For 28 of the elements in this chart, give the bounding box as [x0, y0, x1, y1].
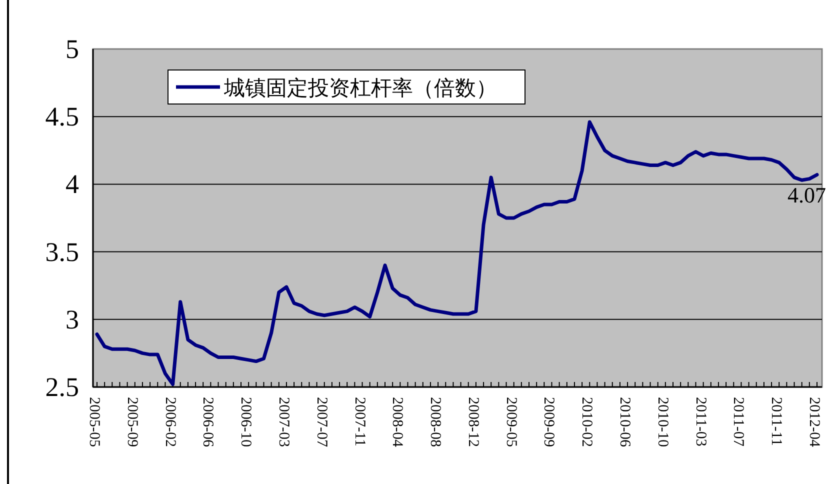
x-tick-label: 2005-05	[86, 397, 102, 447]
x-tick-label: 2010-06	[616, 397, 633, 448]
x-tick-label: 2006-06	[200, 397, 216, 448]
x-tick-label: 2009-05	[502, 397, 519, 447]
x-tick-label: 2006-02	[162, 397, 178, 447]
x-tick-label: 2008-08	[427, 397, 444, 447]
x-tick-label: 2010-10	[654, 397, 670, 447]
y-tick-label: 3	[66, 304, 79, 334]
x-tick-label: 2005-09	[124, 397, 140, 447]
x-tick-label: 2011-07	[730, 397, 746, 447]
x-tick-label: 2012-04	[806, 397, 822, 448]
x-tick-label: 2008-12	[464, 397, 481, 447]
y-tick-label: 2.5	[45, 372, 79, 402]
x-tick-label: 2009-09	[540, 397, 557, 447]
x-tick-label: 2007-03	[275, 397, 292, 447]
annotation: 4.07	[788, 182, 826, 208]
x-tick-label: 2007-07	[313, 397, 330, 448]
y-tick-label: 5	[66, 34, 79, 64]
x-tick-label: 2011-11	[768, 397, 784, 446]
x-tick-label: 2006-10	[238, 397, 254, 447]
x-tick-label: 2010-02	[578, 397, 595, 447]
y-tick-label: 4	[66, 169, 80, 200]
x-tick-label: 2008-04	[389, 397, 406, 448]
legend-label: 城镇固定投资杠杆率（倍数）	[223, 76, 497, 100]
x-tick-label: 2007-11	[351, 397, 368, 446]
y-tick-label: 4.5	[45, 102, 79, 132]
x-tick-label: 2011-03	[692, 397, 708, 446]
y-tick-label: 3.5	[45, 236, 79, 267]
